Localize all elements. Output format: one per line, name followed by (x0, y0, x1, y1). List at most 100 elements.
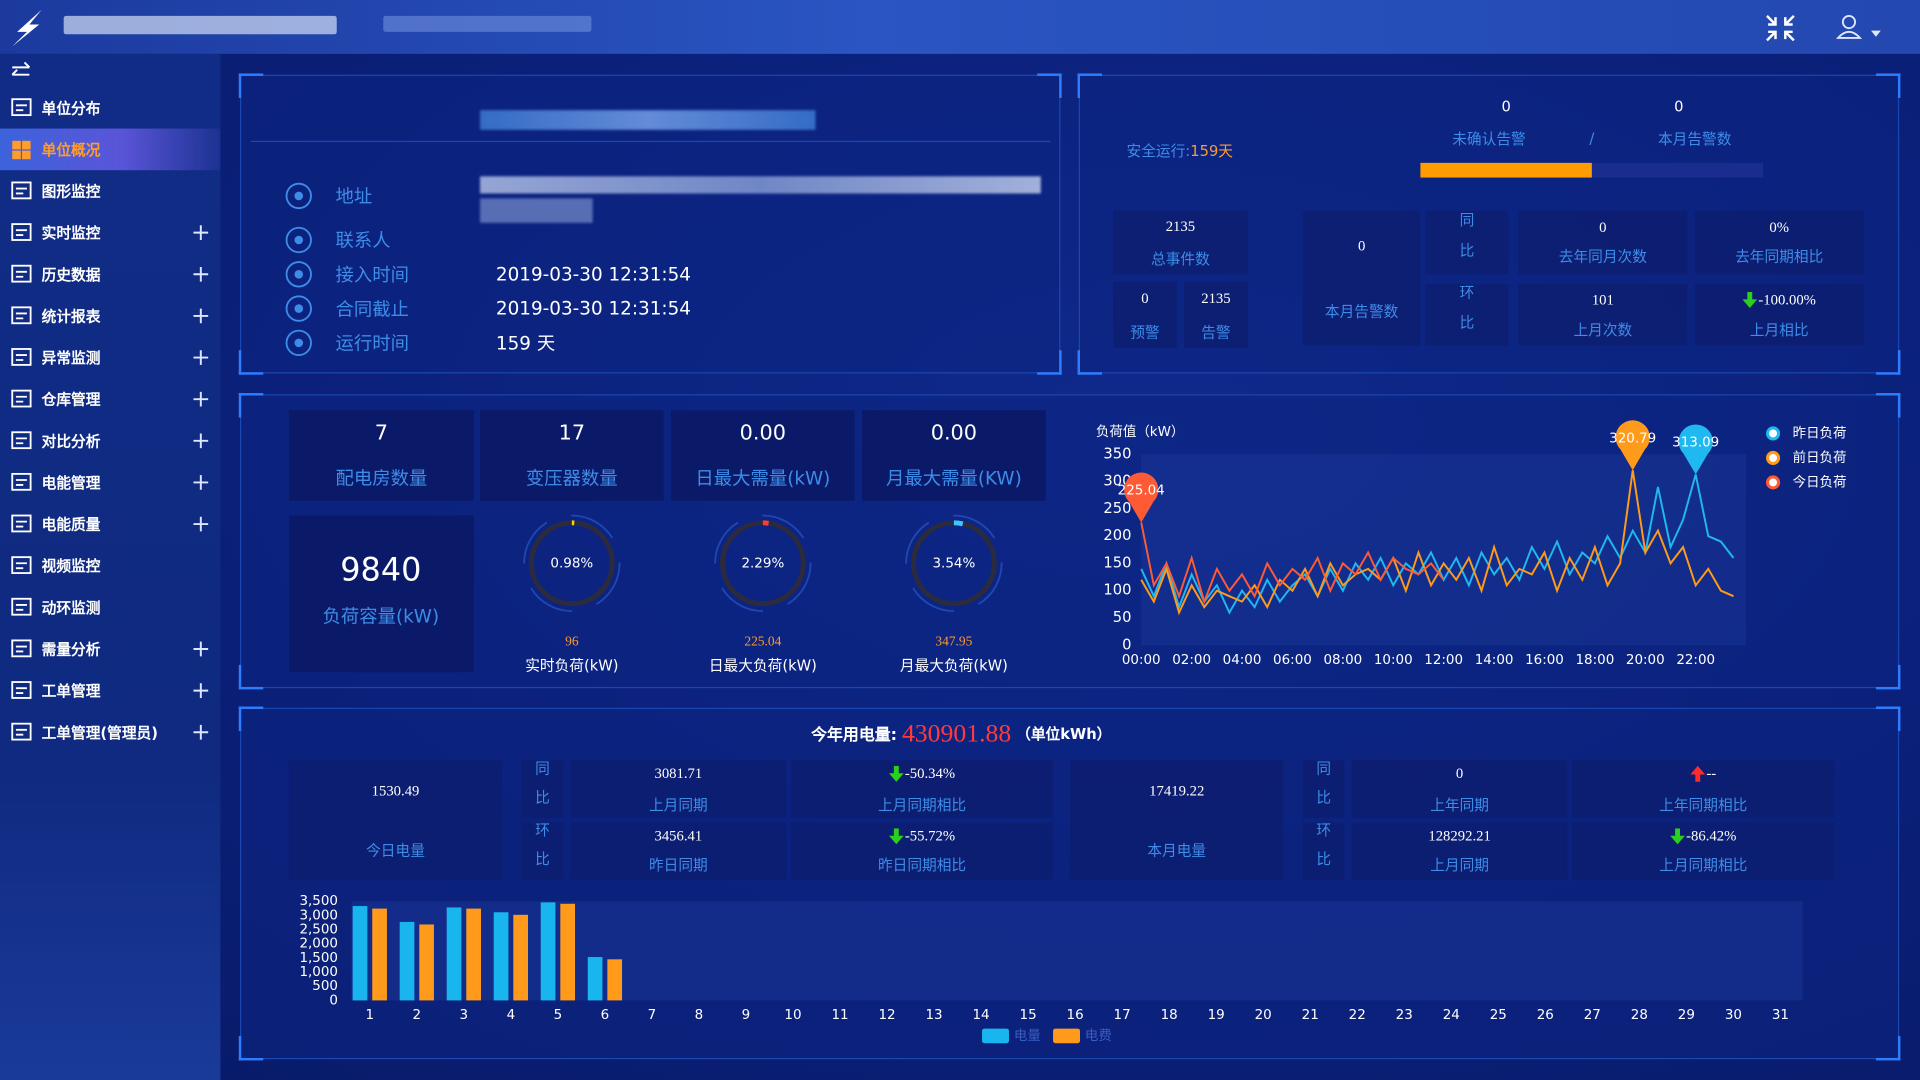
stat-cell (1694, 210, 1864, 275)
stat-cell (521, 822, 564, 880)
blurred-address (480, 176, 1041, 194)
stat-card (480, 410, 664, 501)
menu-icon-part (11, 389, 32, 408)
y-tick-label: 0 (1122, 636, 1131, 653)
menu-icon-part (15, 520, 27, 528)
trend-arrow-shape (888, 828, 904, 845)
menu-icon-part (11, 223, 32, 241)
info-icon-ring (285, 182, 312, 210)
stat-value: 0% (1769, 218, 1789, 236)
menu-item[interactable]: 单位分布 (0, 87, 220, 129)
stat-label: 本月电量 (1147, 841, 1207, 859)
menu-icon-part (15, 270, 27, 278)
stat-value-wrap: 0 (1141, 290, 1148, 308)
menu-icon-part (15, 562, 27, 570)
panel-corner (1875, 664, 1901, 690)
menu-item[interactable]: 异常监测 (0, 337, 220, 379)
expand-plus (193, 391, 209, 407)
menu-icon (11, 556, 32, 574)
x-tick-label: 15 (1020, 1008, 1037, 1023)
stat-value: 2135 (1201, 289, 1231, 307)
x-tick-label: 18 (1161, 1008, 1178, 1023)
menu-item[interactable]: 对比分析 (0, 420, 220, 462)
expand-icon (193, 433, 209, 449)
stat-value-wrap: 2135 (1166, 217, 1195, 235)
stat-value: -50.34% (904, 764, 956, 782)
gauge-value: 347.95 (935, 634, 973, 649)
trend-arrow (1670, 828, 1685, 845)
menu-item[interactable]: 动环监测 (0, 587, 220, 629)
y-tick-label: 1,500 (299, 951, 338, 966)
menu-item[interactable]: 统计报表 (0, 295, 220, 337)
sidebar-toggle[interactable] (0, 54, 49, 91)
stat-label: 预警 (1130, 323, 1160, 342)
x-tick-label: 4 (507, 1008, 516, 1023)
card-value: 0.00 (739, 421, 787, 446)
legend-label: 昨日负荷 (1793, 425, 1847, 441)
gauge-arc (720, 520, 806, 607)
menu-item[interactable]: 历史数据 (0, 253, 220, 295)
menu-item[interactable]: 需量分析 (0, 628, 220, 670)
card-label: 日最大需量(kW) (695, 467, 831, 490)
stat-value: -- (1706, 764, 1717, 782)
panel-corner (1077, 73, 1103, 98)
menu-icon-part (11, 264, 32, 283)
menu-item[interactable]: 实时监控 (0, 212, 220, 254)
alarm-progress-fill (1420, 162, 1592, 178)
gauge-label: 月最大负荷(kW) (899, 656, 1008, 675)
menu-item[interactable]: 单位概况 (0, 128, 221, 171)
menu-item[interactable]: 图形监控 (0, 170, 220, 212)
expand-plus (193, 683, 209, 698)
gauge-arc (528, 520, 615, 607)
gauge-arc (911, 520, 997, 607)
panel-corner (238, 706, 264, 732)
stat-value: 0 (1455, 764, 1464, 782)
trend-arrow (888, 765, 904, 782)
x-tick-label: 10:00 (1374, 653, 1413, 668)
legend-swatch (1766, 450, 1781, 466)
menu-icon-part (15, 312, 27, 320)
stat-value-wrap: 101 (1592, 291, 1614, 309)
info-label: 合同截止 (335, 298, 409, 321)
menu-item[interactable]: 电能管理 (0, 462, 220, 504)
menu-icon (11, 98, 32, 117)
compare-type: 同比 (533, 760, 551, 819)
stat-label: 上月同期 (1430, 856, 1489, 874)
user-icon[interactable] (1835, 15, 1863, 39)
fullscreen-icon[interactable] (1766, 15, 1795, 42)
y-tick-label: 250 (1103, 500, 1131, 517)
stat-value-wrap: -- (1690, 765, 1716, 783)
expand-plus (193, 724, 209, 740)
stat-label: 昨日同期相比 (877, 856, 967, 874)
menu-item[interactable]: 工单管理 (0, 670, 220, 712)
menu-item[interactable]: 仓库管理 (0, 378, 220, 420)
menu-icon-part (11, 306, 32, 325)
stat-label: 去年同月次数 (1558, 247, 1647, 266)
trend-arrow-shape (1742, 292, 1758, 308)
y-tick-label: 200 (1103, 527, 1131, 544)
menu-label: 图形监控 (41, 183, 101, 201)
stat-value: 0 (1141, 289, 1149, 307)
capacity-value: 9840 (340, 552, 422, 589)
x-tick-label: 28 (1631, 1008, 1648, 1023)
stat-card (288, 410, 474, 501)
menu-item[interactable]: 视频监控 (0, 545, 220, 587)
stat-value-wrap: 3081.71 (654, 765, 702, 783)
stat-value: 2135 (1165, 217, 1196, 235)
card-value: 17 (558, 421, 586, 446)
stat-value: -86.42% (1686, 827, 1737, 845)
stat-cell (1425, 284, 1509, 346)
panel-corner (1875, 393, 1901, 418)
stat-label: 今日电量 (366, 841, 425, 859)
user-caret[interactable] (1871, 30, 1881, 37)
menu-icon-part (11, 639, 32, 658)
menu-item[interactable]: 工单管理(管理员) (0, 711, 220, 753)
menu-item[interactable]: 电能质量 (0, 503, 220, 545)
legend-label: 电费 (1085, 1028, 1112, 1044)
menu-icon-part (11, 722, 32, 741)
menu-label: 电能质量 (41, 516, 101, 534)
legend-swatch (982, 1028, 1009, 1044)
menu-icon (11, 223, 32, 241)
stat-cell (521, 760, 564, 818)
